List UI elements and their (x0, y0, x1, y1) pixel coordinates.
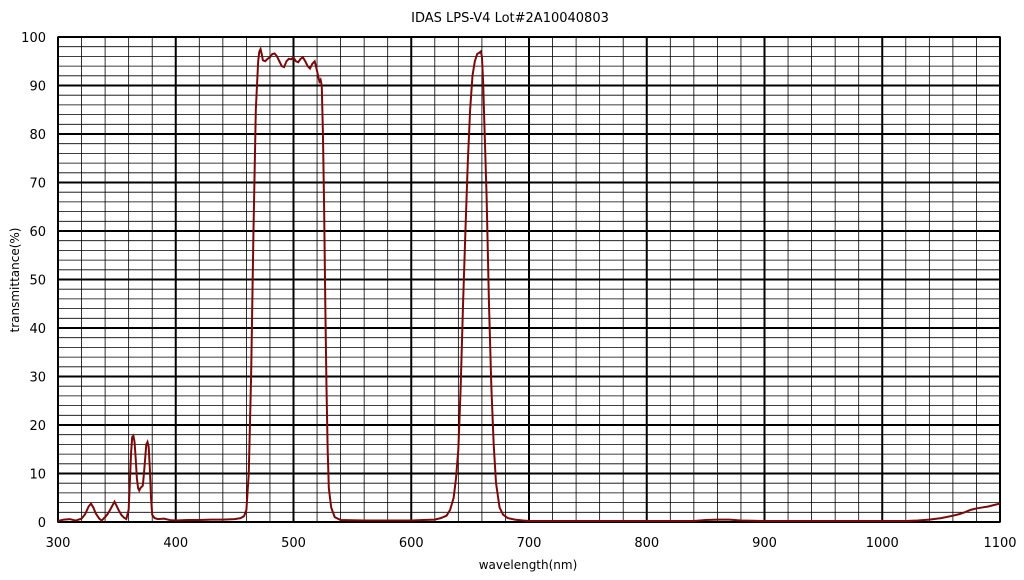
y-tick-label: 90 (29, 80, 46, 95)
x-tick-label: 900 (752, 536, 777, 551)
y-axis-label: transmittance(%) (8, 228, 22, 333)
x-tick-label: 400 (163, 536, 188, 551)
y-tick-label: 80 (29, 128, 46, 143)
y-tick-label: 100 (21, 31, 46, 46)
y-tick-label: 40 (29, 322, 46, 337)
y-tick-labels: 0 10 20 30 40 50 60 70 80 90 100 (21, 31, 46, 531)
x-tick-label: 800 (634, 536, 659, 551)
y-tick-label: 50 (29, 274, 46, 289)
x-tick-label: 500 (281, 536, 306, 551)
x-tick-label: 700 (517, 536, 542, 551)
x-tick-labels: 300 400 500 600 700 800 900 1000 1100 (46, 536, 1017, 551)
y-tick-label: 70 (29, 177, 46, 192)
x-tick-label: 1100 (983, 536, 1016, 551)
x-tick-label: 1000 (866, 536, 899, 551)
x-tick-label: 300 (46, 536, 71, 551)
x-axis-label: wavelength(nm) (479, 558, 578, 572)
x-tick-label: 600 (399, 536, 424, 551)
y-tick-label: 30 (29, 371, 46, 386)
y-tick-label: 0 (38, 516, 46, 531)
chart-title: IDAS LPS-V4 Lot#2A10040803 (411, 11, 609, 26)
y-tick-label: 20 (29, 419, 46, 434)
y-tick-label: 60 (29, 225, 46, 240)
y-tick-label: 10 (29, 468, 46, 483)
series-line (57, 46, 1001, 523)
